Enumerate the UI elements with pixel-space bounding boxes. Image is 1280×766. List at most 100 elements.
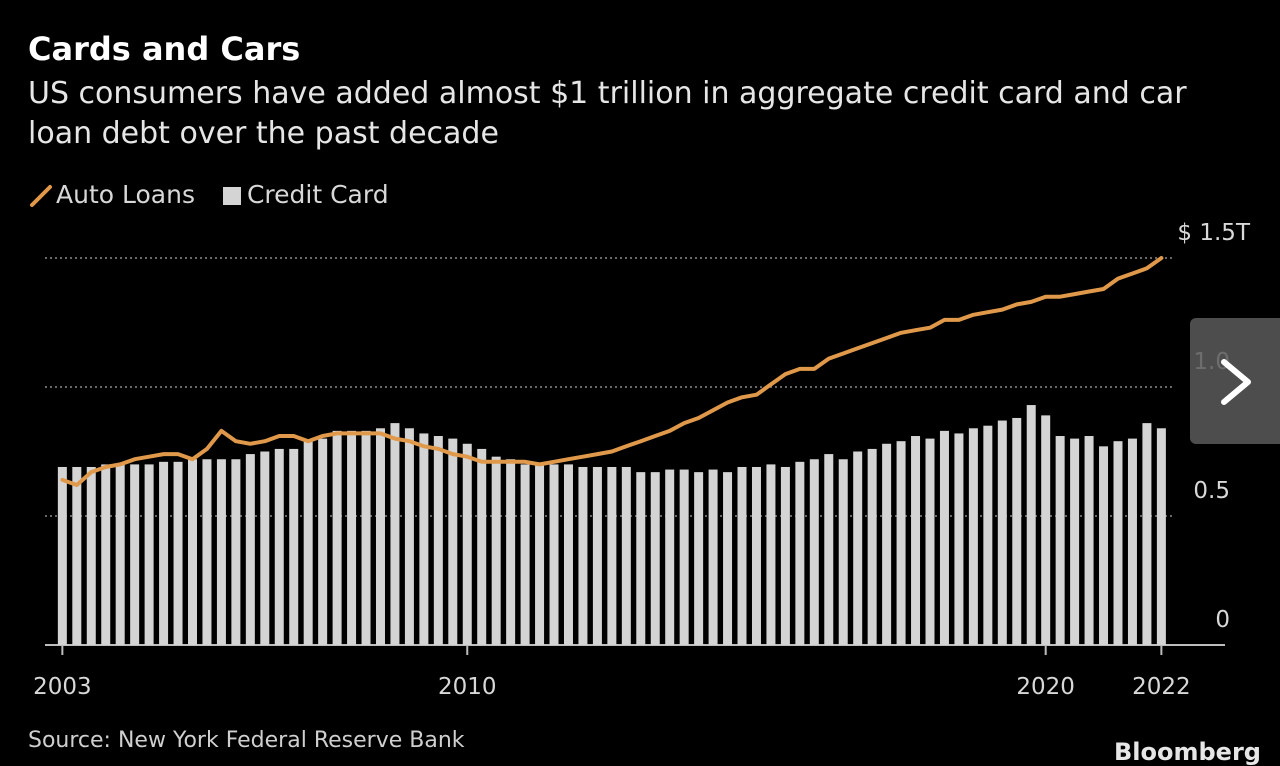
y-tick-label: 0.5	[1193, 478, 1230, 504]
bar	[578, 466, 588, 645]
bar	[1041, 415, 1051, 645]
bar	[231, 459, 241, 645]
bar	[925, 438, 935, 645]
bar	[1012, 417, 1022, 645]
bar	[390, 423, 400, 645]
bar	[318, 438, 328, 645]
bar	[130, 464, 140, 645]
legend-box	[222, 186, 241, 205]
bar	[216, 459, 226, 645]
bar	[1127, 438, 1137, 645]
bar	[592, 466, 602, 645]
bar	[882, 443, 892, 645]
bar	[1055, 436, 1065, 645]
bar	[1070, 438, 1080, 645]
bar	[867, 448, 877, 645]
logo: Bloomberg	[1114, 738, 1261, 766]
bar	[433, 436, 443, 645]
bar	[520, 464, 530, 645]
bar	[896, 441, 906, 645]
source-note: Source: New York Federal Reserve Bank	[28, 728, 465, 753]
bar	[86, 466, 96, 645]
legend-swatch	[30, 184, 52, 207]
bar	[795, 461, 805, 645]
bar	[506, 459, 516, 645]
bar	[1099, 446, 1109, 645]
bar	[491, 456, 501, 645]
bar	[997, 420, 1007, 645]
bar	[968, 428, 978, 645]
bar	[838, 459, 848, 645]
bar	[115, 464, 125, 645]
bar	[274, 448, 284, 645]
legend-item: Credit Card	[219, 180, 389, 209]
x-tick-label: 2010	[438, 674, 497, 700]
bar	[983, 425, 993, 645]
bar	[361, 430, 371, 645]
bar	[563, 464, 573, 645]
bar	[260, 451, 270, 645]
y-tick-label: $ 1.5T	[1177, 220, 1251, 246]
bar	[939, 430, 949, 645]
legend: Auto Loans Credit Card	[28, 180, 413, 209]
bar	[173, 461, 183, 645]
bar	[679, 469, 689, 645]
bar	[375, 428, 385, 645]
bar	[751, 466, 761, 645]
legend-swatch	[222, 186, 241, 205]
bar	[780, 466, 790, 645]
bar	[723, 472, 733, 645]
y-tick-label: 0	[1215, 607, 1230, 633]
next-button[interactable]	[1190, 318, 1280, 444]
bar	[621, 466, 631, 645]
bar	[694, 472, 704, 645]
bar	[636, 472, 646, 645]
bar	[809, 459, 819, 645]
x-tick-label: 2003	[33, 674, 92, 700]
bar	[1142, 423, 1152, 645]
legend-label: Auto Loans	[56, 180, 195, 209]
bar	[1084, 436, 1094, 645]
bar	[419, 433, 429, 645]
bar	[650, 472, 660, 645]
bar	[448, 438, 458, 645]
bar	[303, 441, 313, 645]
chart-title: Cards and Cars	[28, 30, 301, 68]
bar	[188, 459, 197, 645]
bar	[404, 428, 414, 645]
bar	[535, 464, 545, 645]
line	[60, 256, 1164, 487]
bar	[607, 466, 617, 645]
bar	[347, 430, 357, 645]
bar	[144, 464, 154, 645]
bar	[853, 451, 863, 645]
legend-label: Credit Card	[246, 180, 389, 209]
bar	[1156, 428, 1166, 645]
x-tick-label: 2022	[1132, 674, 1191, 700]
bar	[202, 459, 212, 645]
bar	[332, 430, 342, 645]
bar	[824, 454, 834, 645]
bar	[159, 461, 169, 645]
bar	[462, 443, 472, 645]
bar	[737, 466, 747, 645]
bar	[1113, 441, 1123, 645]
bar	[766, 464, 776, 645]
bar	[101, 464, 111, 645]
next-icon[interactable]	[1190, 318, 1280, 444]
bar	[57, 466, 67, 645]
bar	[1026, 405, 1036, 645]
legend-line	[30, 184, 52, 207]
legend-item: Auto Loans	[28, 180, 195, 209]
bar	[477, 448, 487, 645]
chart-subtitle: US consumers have added almost $1 trilli…	[28, 76, 1187, 151]
bar	[708, 469, 718, 645]
bar	[665, 469, 675, 645]
bar	[911, 436, 921, 645]
bar	[72, 466, 82, 645]
bar	[289, 448, 299, 645]
bar	[954, 433, 964, 645]
bar	[549, 464, 559, 645]
